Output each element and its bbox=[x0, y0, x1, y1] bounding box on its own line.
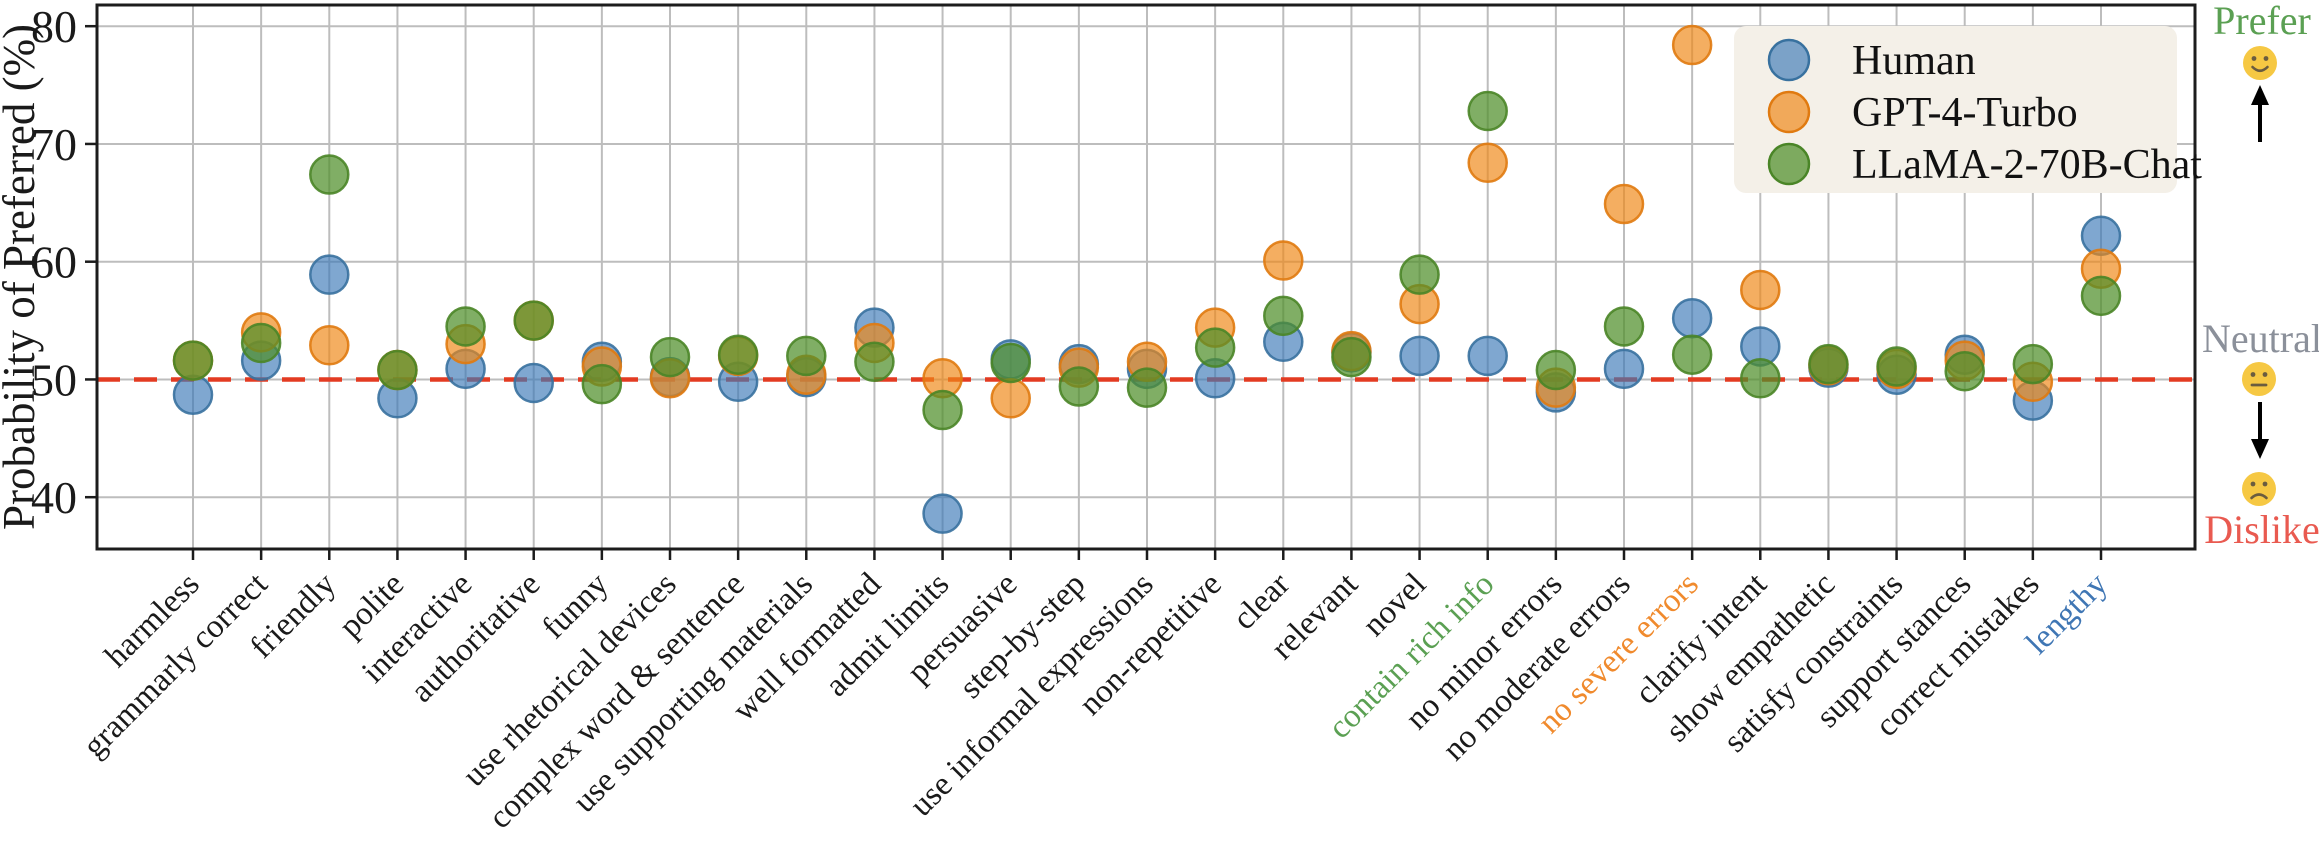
data-point bbox=[1740, 358, 1781, 399]
arrow-up-icon bbox=[2251, 85, 2269, 142]
data-point bbox=[513, 300, 554, 341]
scatter-points bbox=[172, 24, 2122, 534]
legend-marker-gpt4turbo bbox=[1767, 90, 1811, 134]
dislike-label: Dislike bbox=[2204, 507, 2319, 552]
smiley-face-icon bbox=[2243, 46, 2277, 80]
data-point bbox=[581, 363, 623, 405]
data-point bbox=[1263, 295, 1304, 337]
data-point bbox=[445, 306, 486, 347]
y-tick-label: 80 bbox=[31, 1, 77, 52]
data-point bbox=[1876, 346, 1917, 387]
legend-marker-human bbox=[1767, 38, 1811, 82]
data-point bbox=[1467, 90, 1508, 132]
data-point bbox=[854, 341, 895, 383]
data-point bbox=[1467, 142, 1508, 184]
data-point bbox=[786, 335, 827, 377]
y-tick-label: 40 bbox=[31, 472, 77, 523]
y-axis-title: Probability of Preferred (%) bbox=[0, 24, 44, 530]
data-point bbox=[1331, 336, 1372, 378]
data-point bbox=[1740, 269, 1781, 311]
y-tick-label: 70 bbox=[31, 119, 77, 170]
sad-face-icon bbox=[2242, 472, 2276, 506]
data-point bbox=[990, 378, 1031, 419]
data-point bbox=[309, 154, 350, 195]
data-point bbox=[1603, 183, 1645, 225]
data-point bbox=[1467, 335, 1508, 377]
neutral-face-icon bbox=[2242, 362, 2276, 396]
data-point bbox=[1194, 327, 1236, 368]
y-tick-label: 60 bbox=[31, 237, 77, 288]
data-point bbox=[649, 336, 691, 378]
y-tick-label: 50 bbox=[31, 354, 77, 405]
data-point bbox=[309, 325, 350, 366]
data-point bbox=[513, 362, 554, 404]
data-point bbox=[1944, 350, 1985, 392]
data-point bbox=[2012, 343, 2054, 385]
data-point bbox=[1535, 349, 1577, 391]
legend-marker-llama bbox=[1767, 142, 1811, 186]
data-point bbox=[922, 493, 963, 534]
data-point bbox=[1399, 254, 1440, 295]
data-point bbox=[990, 342, 1031, 384]
data-point bbox=[2080, 275, 2122, 317]
data-point bbox=[377, 349, 418, 391]
preference-scale-annotation: Prefer Neutral bbox=[2202, 0, 2319, 552]
data-point bbox=[1603, 306, 1645, 347]
data-point bbox=[309, 254, 350, 295]
legend-background bbox=[1734, 26, 2177, 193]
data-point bbox=[172, 374, 214, 415]
data-point bbox=[1808, 343, 1849, 385]
legend-label-human: Human bbox=[1852, 38, 1976, 84]
data-point bbox=[1126, 367, 1168, 408]
arrow-down-icon bbox=[2251, 402, 2269, 459]
data-point bbox=[172, 340, 214, 381]
data-point bbox=[1399, 335, 1440, 377]
legend-label-llama: LLaMA-2-70B-Chat bbox=[1852, 142, 2202, 188]
data-point bbox=[717, 334, 759, 375]
legend: Human GPT-4-Turbo LLaMA-2-70B-Chat bbox=[1734, 26, 2202, 193]
y-tick-labels: 40 50 60 70 80 bbox=[31, 1, 77, 523]
plot-frame bbox=[85, 3, 2197, 560]
legend-label-gpt4turbo: GPT-4-Turbo bbox=[1852, 90, 2078, 136]
data-point bbox=[1603, 348, 1645, 390]
data-point bbox=[1263, 240, 1304, 281]
data-point bbox=[1671, 297, 1713, 339]
neutral-label: Neutral bbox=[2202, 316, 2319, 361]
data-point bbox=[922, 389, 963, 431]
data-point bbox=[240, 322, 282, 364]
series-llama-2-70b-chat bbox=[172, 90, 2122, 431]
prefer-label: Prefer bbox=[2213, 0, 2311, 43]
data-point bbox=[1671, 24, 1713, 66]
data-point bbox=[1058, 366, 1100, 407]
data-point bbox=[1671, 334, 1713, 375]
